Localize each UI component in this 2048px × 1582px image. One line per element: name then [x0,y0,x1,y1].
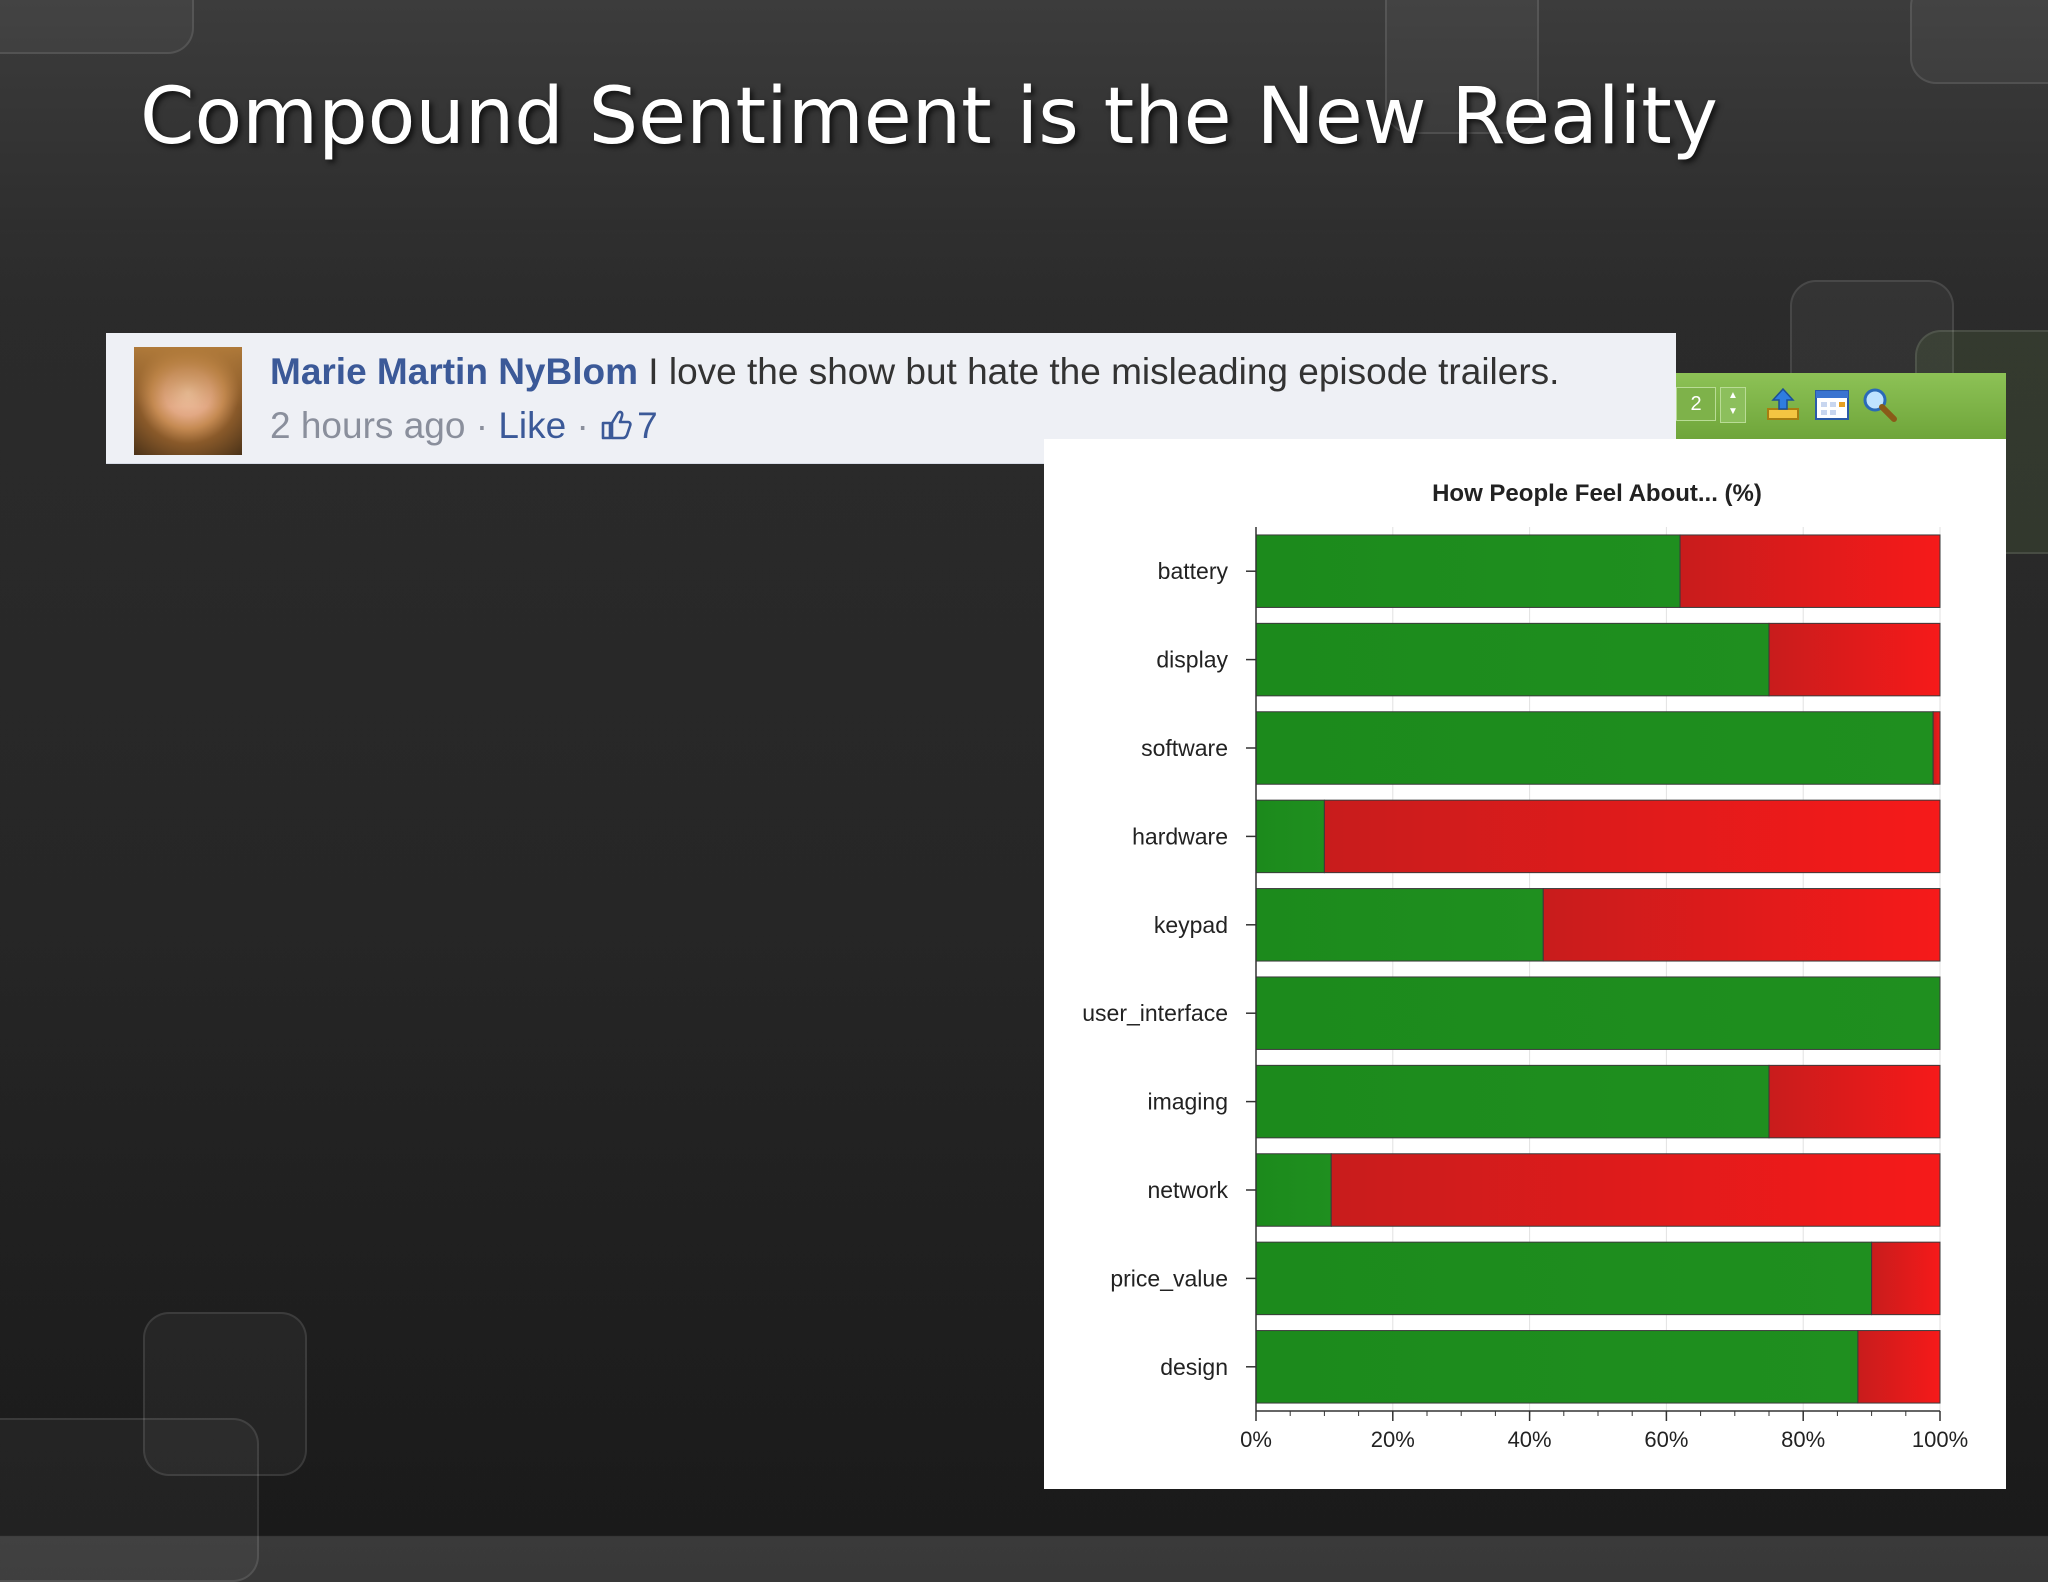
chart-panel: How People Feel About... (%) 0% 20% 40% 60%… [1044,439,2006,1489]
bar-display-series-0 [1255,622,1770,697]
x-tick-label: 40% [1508,1427,1552,1452]
bar-imaging-series-1 [1768,1064,1941,1139]
page-stepper[interactable]: ▲ ▼ [1720,387,1746,423]
y-tick-label: keypad [1154,912,1228,938]
bar-price_value-series-1 [1871,1241,1941,1316]
y-tick-label: software [1141,735,1228,761]
bar-battery-series-0 [1255,534,1681,608]
slide-title: Compound Sentiment is the New Reality [140,72,1718,162]
bar-hardware-series-0 [1255,799,1325,874]
bar-display-series-1 [1768,622,1941,697]
decorative-square [1385,0,1539,134]
y-tick-label: imaging [1147,1089,1228,1115]
chart-toolbar: 2 ▲ ▼ [1676,373,2006,439]
sentiment-bar-chart: How People Feel About... (%) 0% 20% 40% 60%… [1082,480,1968,1452]
y-tick-label: user_interface [1082,1000,1228,1026]
comment-author-link[interactable]: Marie Martin NyBlom [270,351,639,392]
export-icon[interactable] [1764,385,1804,425]
decorative-square [143,1312,307,1476]
chart-title: How People Feel About... (%) [1432,480,1762,507]
like-link[interactable]: Like [498,405,567,446]
x-tick-label: 80% [1781,1427,1825,1452]
avatar-hair [134,347,242,407]
x-tick-label: 20% [1371,1427,1415,1452]
bar-network-series-0 [1255,1153,1332,1227]
y-tick-label: design [1160,1354,1228,1380]
bar-software-series-1 [1932,711,1941,785]
x-tick-label: 0% [1240,1427,1272,1452]
decorative-square [0,0,194,54]
bar-battery-series-1 [1679,534,1941,608]
comment-timestamp[interactable]: 2 hours ago [270,405,466,446]
bar-hardware-series-1 [1323,799,1941,874]
comment-line: Marie Martin NyBlom I love the show but … [270,351,1559,393]
title-band [0,0,2048,230]
decorative-square [1910,0,2048,84]
bar-design-series-0 [1255,1330,1859,1404]
y-tick-label: battery [1158,558,1229,584]
y-tick-label: price_value [1110,1265,1228,1291]
comment-card: Marie Martin NyBlom I love the show but … [106,333,1676,464]
calendar-icon[interactable] [1812,385,1852,425]
bar-software-series-0 [1255,711,1934,785]
meta-separator: · [576,405,589,446]
bar-network-series-1 [1330,1153,1941,1227]
comment-text: I love the show but hate the misleading … [648,351,1560,392]
bar-user_interface-series-0 [1255,976,1941,1050]
bar-keypad-series-0 [1255,888,1544,962]
x-tick-label: 60% [1644,1427,1688,1452]
x-tick-label: 100% [1912,1427,1968,1452]
like-count: 7 [637,405,658,446]
bar-imaging-series-0 [1255,1064,1770,1139]
comment-meta: 2 hours ago · Like · 7 [270,405,658,451]
y-tick-label: hardware [1132,823,1228,849]
avatar[interactable] [134,347,242,455]
bar-keypad-series-1 [1542,888,1941,962]
meta-separator: · [475,405,489,446]
decorative-square [0,1418,259,1582]
y-tick-label: network [1147,1177,1228,1203]
bar-design-series-1 [1857,1330,1941,1404]
zoom-icon[interactable] [1860,385,1900,425]
thumbs-up-icon[interactable] [599,408,633,451]
bar-price_value-series-0 [1255,1241,1873,1316]
page-number-field[interactable]: 2 [1676,387,1716,421]
y-tick-label: display [1156,647,1228,673]
